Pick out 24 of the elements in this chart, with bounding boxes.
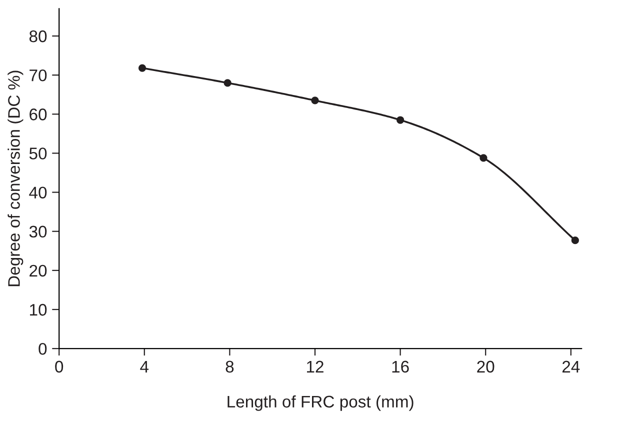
point <box>311 96 319 104</box>
y-axis-title: Degree of conversion (DC %) <box>8 70 24 286</box>
x-tick-label: 12 <box>307 360 324 372</box>
x-tick-label: 24 <box>562 360 580 372</box>
y-tick-label: 30 <box>29 226 47 238</box>
x-tick-label: 4 <box>140 360 149 372</box>
y-tick-label: 50 <box>29 148 47 160</box>
x-tick-label: 8 <box>226 360 234 373</box>
y-tick-label: 80 <box>29 30 47 42</box>
x-tick-label: 0 <box>55 360 64 373</box>
y-tick-label: 40 <box>29 186 47 198</box>
point <box>138 64 146 72</box>
y-tick-label: 0 <box>38 342 47 355</box>
point <box>396 116 404 124</box>
point <box>480 154 488 162</box>
point <box>224 79 232 87</box>
y-tick-label: 60 <box>30 108 47 120</box>
y-tick-label: 70 <box>30 69 47 82</box>
y-tick-label: 10 <box>30 304 47 316</box>
point <box>571 236 579 244</box>
x-tick-label: 20 <box>477 360 494 373</box>
x-tick-label: 16 <box>392 360 409 373</box>
y-tick-label: 20 <box>30 264 47 277</box>
x-axis-title: Length of FRC post (mm) <box>228 395 414 411</box>
